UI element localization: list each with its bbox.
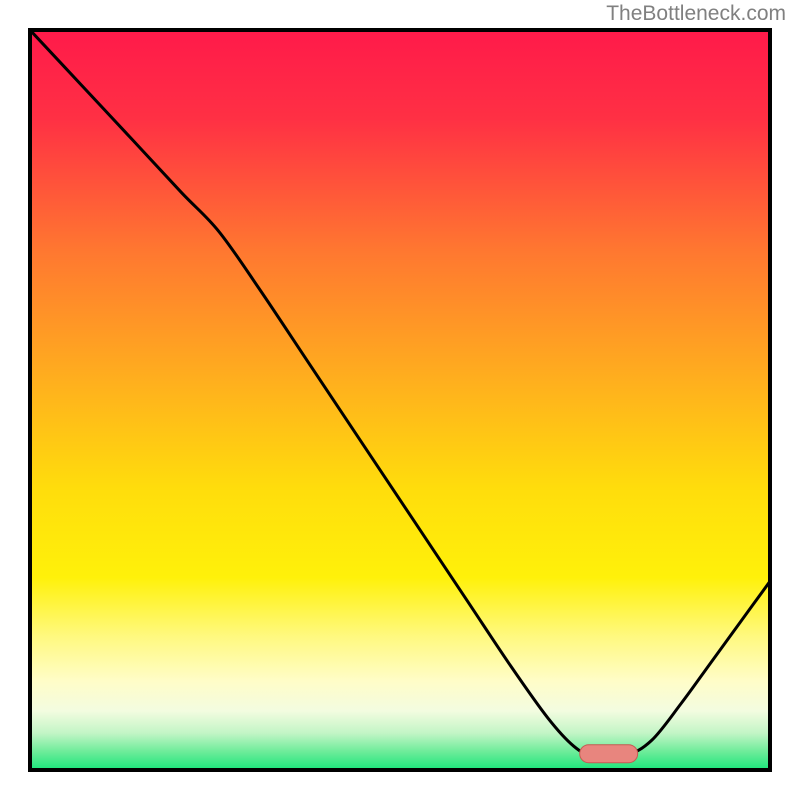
watermark-text: TheBottleneck.com	[606, 2, 786, 26]
chart-background	[30, 30, 770, 770]
chart-svg	[0, 0, 800, 800]
chart-container: TheBottleneck.com	[0, 0, 800, 800]
optimal-zone-marker	[580, 745, 638, 763]
